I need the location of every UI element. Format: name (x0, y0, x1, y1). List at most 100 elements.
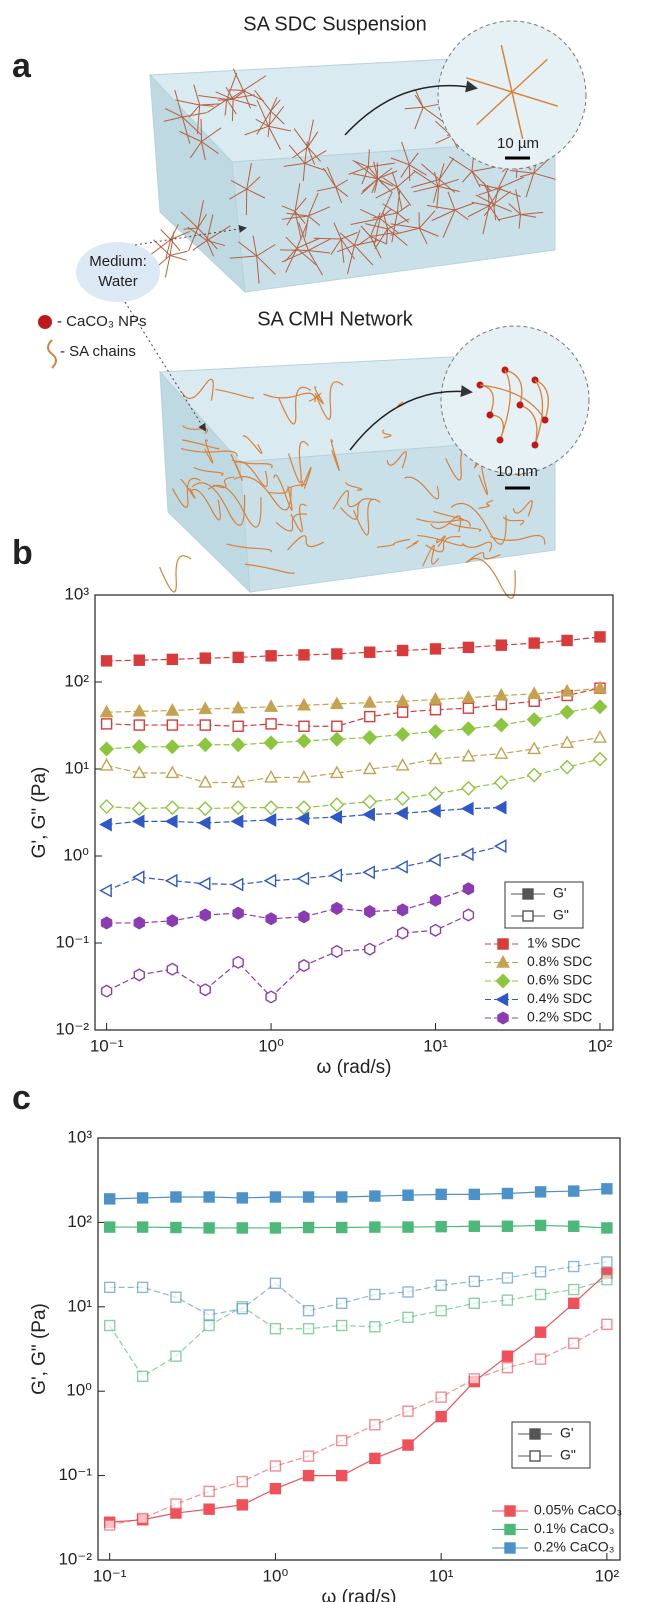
data-point (494, 746, 509, 759)
crystal-arm (165, 108, 183, 118)
data-point (494, 688, 509, 701)
crystal-arm (201, 127, 222, 143)
crystal-arm (465, 77, 513, 93)
crystal-arm (285, 236, 298, 249)
crystal-arm (340, 238, 345, 263)
data-point (396, 926, 409, 940)
legend-label: 0.2% SDC (527, 1009, 592, 1025)
crystal-arm (360, 225, 371, 237)
legend-marker (522, 910, 534, 922)
crystal-arm (187, 226, 208, 241)
crystal-arm (286, 211, 296, 226)
crystal-arm (179, 131, 202, 143)
legend-marker (495, 973, 511, 989)
crystal-arm (437, 178, 459, 187)
crystal-arm (226, 99, 237, 115)
chain (499, 369, 511, 441)
data-point (329, 797, 345, 813)
crystal-arm (230, 180, 247, 190)
chain (466, 557, 516, 599)
crystal-arm (467, 205, 490, 218)
data-point (435, 1279, 447, 1291)
data-point (165, 703, 180, 716)
y-tick-label: 10³ (64, 584, 89, 603)
data-point (236, 1475, 248, 1488)
crystal-arm (238, 241, 257, 257)
data-point (428, 853, 441, 867)
chain (287, 535, 325, 551)
data-point (560, 683, 575, 697)
crystal-arm (333, 222, 342, 240)
crystal-arm (437, 185, 460, 192)
inset-crystal (465, 45, 559, 139)
chain (245, 563, 295, 574)
data-point (166, 914, 179, 928)
data-point (133, 719, 145, 731)
crystal-arm (256, 99, 269, 127)
series-line (106, 687, 601, 727)
data-point (263, 812, 277, 827)
data-point (131, 801, 147, 817)
data-point (527, 741, 542, 755)
crystal-arm (288, 144, 306, 164)
data-point (396, 644, 409, 657)
data-point (534, 1353, 547, 1365)
crystal-arm (488, 186, 503, 207)
series-line (106, 687, 601, 713)
crystal-arm (462, 171, 473, 183)
chain (449, 522, 482, 532)
data-point (203, 1191, 215, 1203)
data-point (296, 871, 310, 886)
data-point (526, 767, 542, 783)
crystal-arm (246, 176, 261, 190)
chain (231, 459, 273, 469)
schematic-title: SA SDC Suspension (243, 13, 426, 35)
y-tick-label: 10² (67, 1212, 92, 1231)
chain (275, 513, 308, 532)
legend-marker (497, 1011, 509, 1025)
crystal-arm (304, 141, 308, 164)
data-point (236, 1302, 248, 1315)
crystal-arm (200, 141, 206, 160)
data-point (302, 1323, 315, 1335)
legend-marker (529, 1450, 541, 1462)
crystal-arm (438, 163, 445, 180)
crystal-arm (422, 106, 445, 123)
crystal-arm (454, 209, 469, 221)
chain (382, 429, 392, 439)
data-point (164, 800, 180, 816)
y-tick-label: 10¹ (67, 1296, 92, 1315)
crystal-arm (369, 212, 381, 237)
data-point (103, 1193, 116, 1205)
data-point (601, 1273, 613, 1286)
crystal-arm (307, 131, 319, 148)
crystal-arm (294, 211, 306, 224)
data-point (203, 1503, 215, 1515)
y-tick-label: 10⁻¹ (55, 932, 89, 951)
data-point (231, 775, 246, 788)
crystal-arm (229, 255, 257, 259)
x-tick-label: 10² (588, 1036, 613, 1055)
data-point (593, 680, 607, 694)
crystal-arm (431, 209, 456, 222)
data-point (136, 1192, 149, 1204)
data-point (236, 1499, 248, 1511)
crystal-arm (308, 192, 319, 217)
data-point (131, 739, 147, 755)
data-point (265, 912, 277, 926)
crystal-arm (165, 239, 172, 259)
y-tick-label: 10⁻² (55, 1019, 89, 1038)
data-point (197, 737, 213, 753)
crystal-arm (387, 228, 408, 246)
data-point (170, 1221, 182, 1234)
data-point (331, 648, 343, 660)
crystal-arm (439, 179, 456, 193)
crystal-arm (370, 232, 395, 237)
crystal-arm (414, 107, 424, 130)
data-point (203, 1485, 215, 1498)
chain (191, 482, 246, 526)
crystal-arm (520, 213, 537, 218)
crystal-arm (308, 206, 331, 217)
legend-marker (504, 1523, 516, 1536)
crystal-arm (377, 170, 398, 180)
